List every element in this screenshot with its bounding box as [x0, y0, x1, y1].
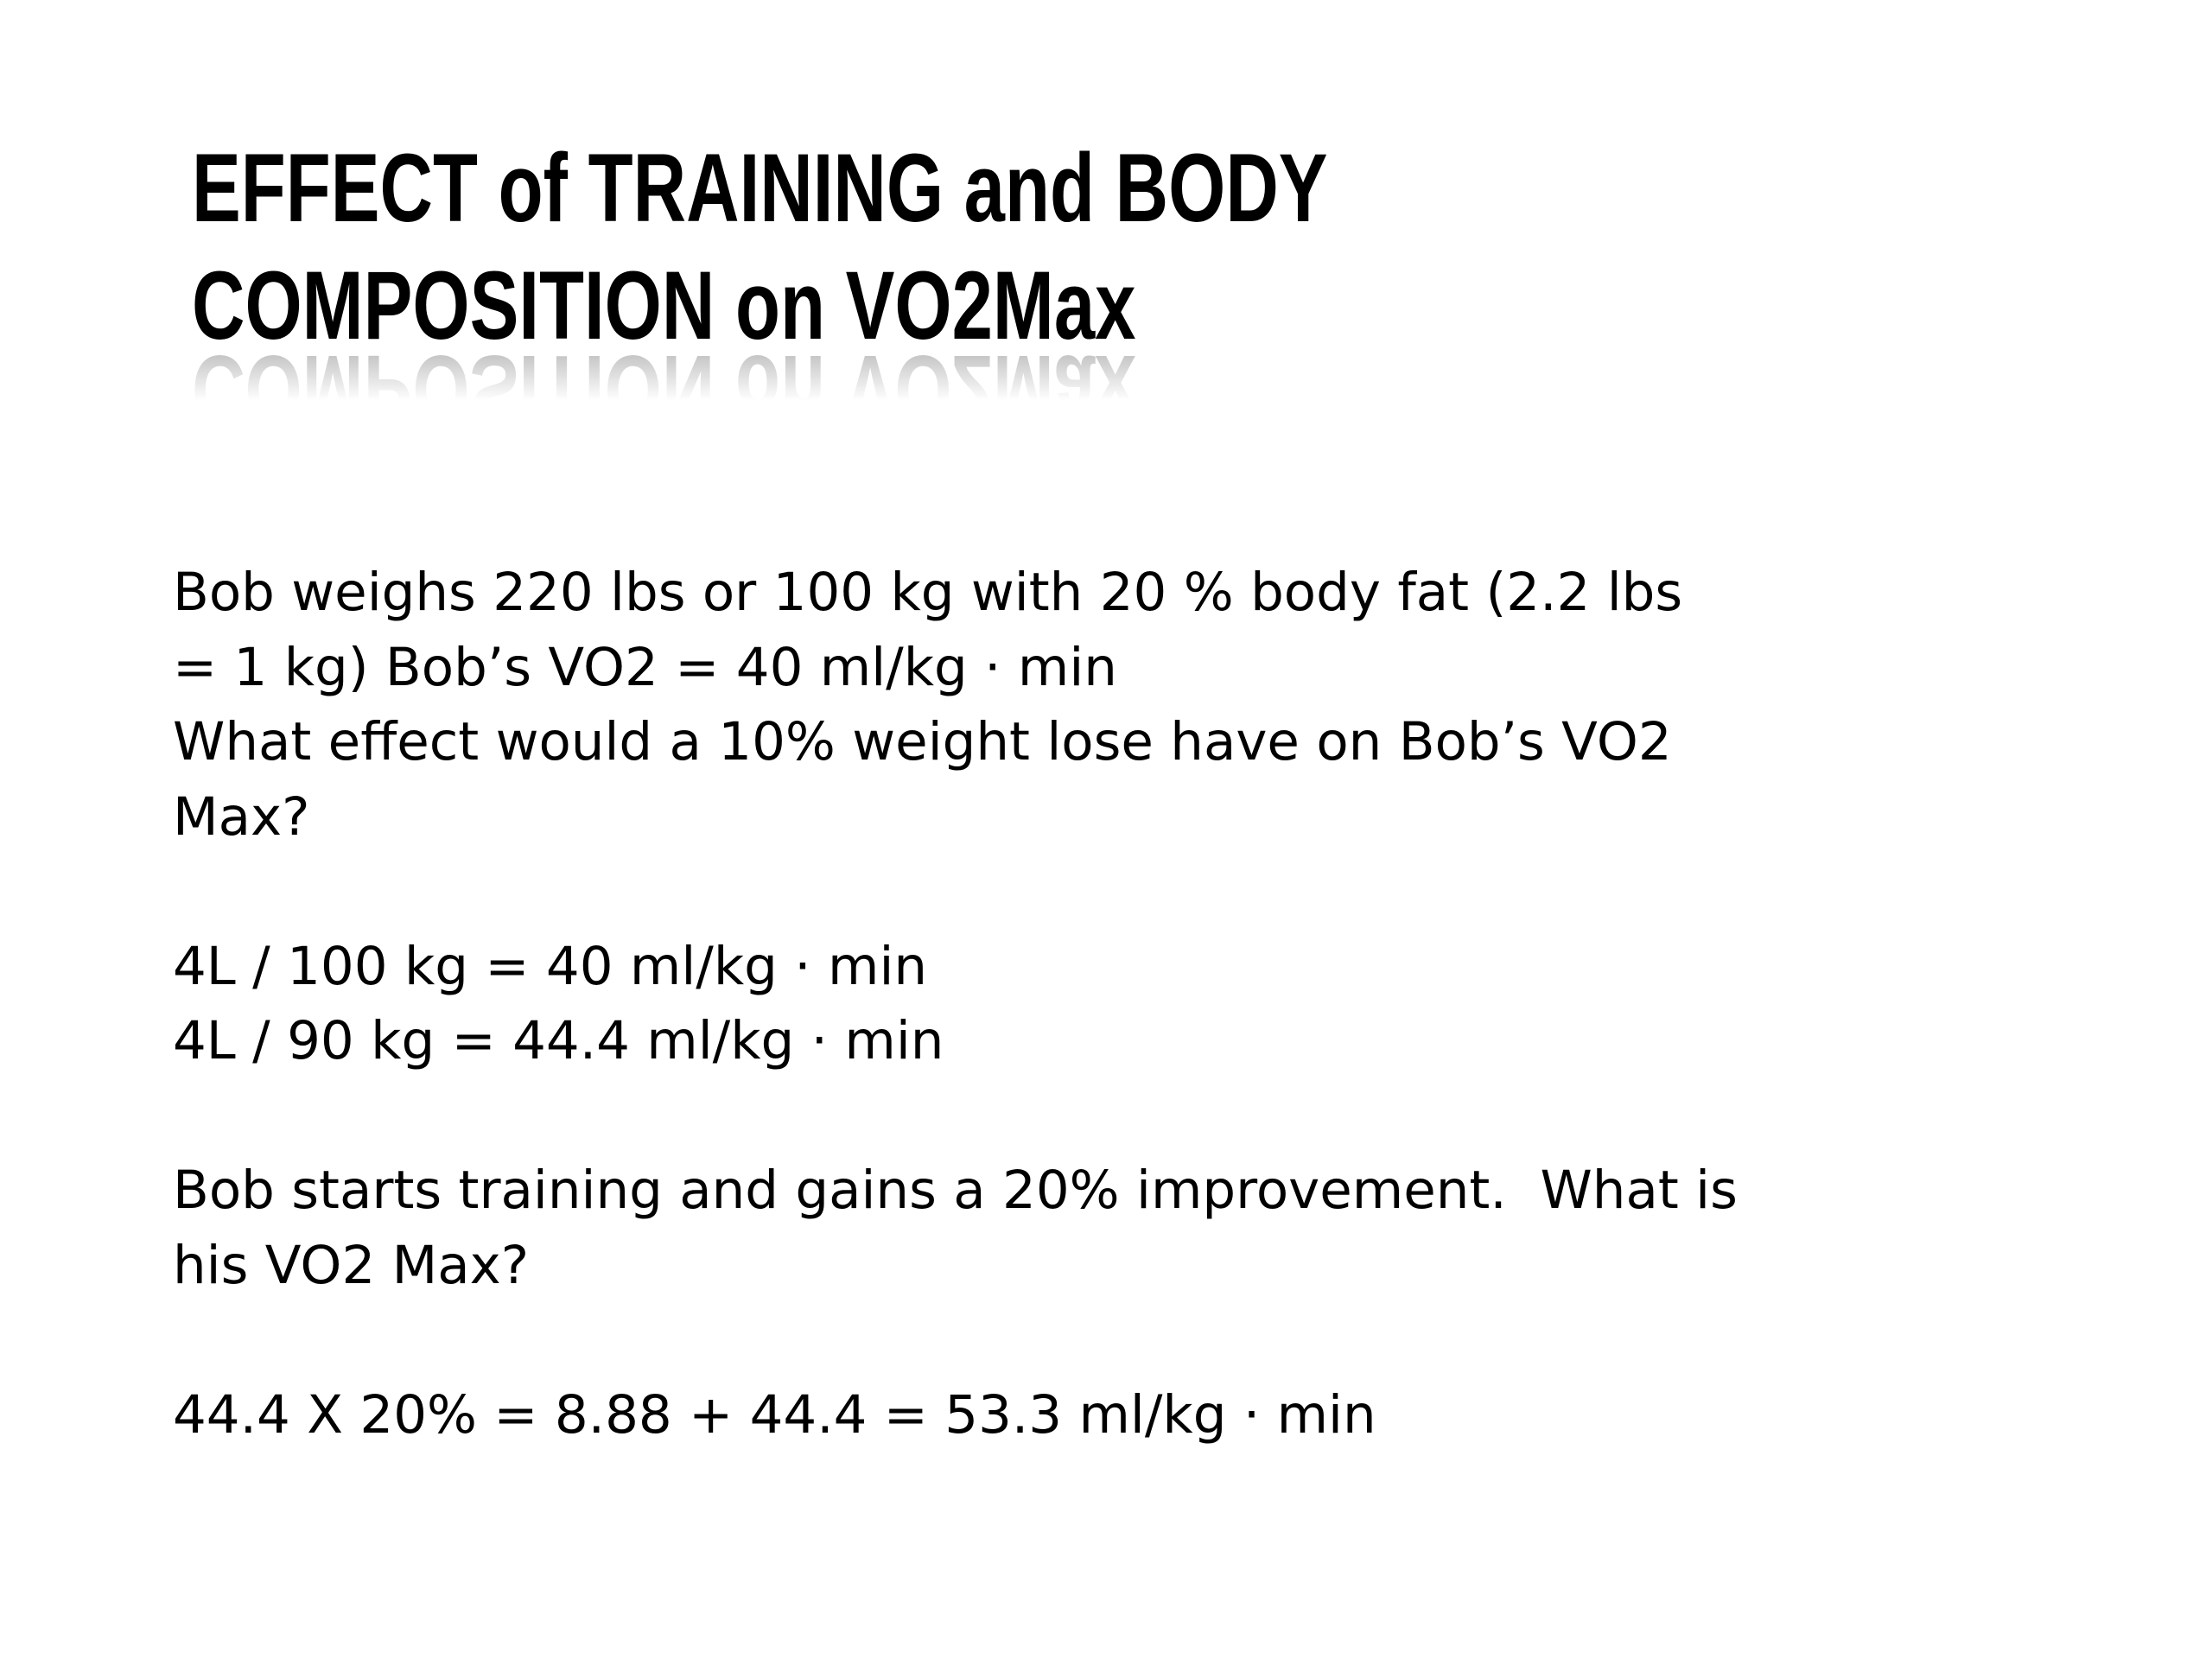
text-line: 44.4 X 20% = 8.88 + 44.4 = 53.3 ml/kg · …	[173, 1383, 1376, 1446]
text-line: his VO2 Max?	[173, 1234, 530, 1296]
text-line: Bob starts training and gains a 20% impr…	[173, 1160, 1738, 1221]
text-line: Bob weighs 220 lbs or 100 kg with 20 % b…	[173, 562, 1683, 623]
text-line: Max?	[173, 785, 310, 848]
paragraph: 44.4 X 20% = 8.88 + 44.4 = 53.3 ml/kg · …	[173, 1378, 1738, 1453]
title-line: EFFECT of TRAINING and BODY	[192, 134, 1328, 242]
slide-body: Bob weighs 220 lbs or 100 kg with 20 % b…	[173, 556, 1738, 1528]
title-line: COMPOSITION on VO2Max	[192, 251, 1136, 359]
text-line: What effect would a 10% weight lose have…	[173, 711, 1672, 772]
paragraph: Bob weighs 220 lbs or 100 kg with 20 % b…	[173, 556, 1738, 855]
text-line: 4L / 90 kg = 44.4 ml/kg · min	[173, 1010, 944, 1071]
paragraph: Bob starts training and gains a 20% impr…	[173, 1154, 1738, 1303]
text-line: = 1 kg) Bob’s VO2 = 40 ml/kg · min	[173, 636, 1117, 698]
text-line: 4L / 100 kg = 40 ml/kg · min	[173, 935, 928, 997]
slide-title: EFFECT of TRAINING and BODY COMPOSITION o…	[192, 130, 1328, 365]
paragraph: 4L / 100 kg = 40 ml/kg · min 4L / 90 kg =…	[173, 930, 1738, 1079]
